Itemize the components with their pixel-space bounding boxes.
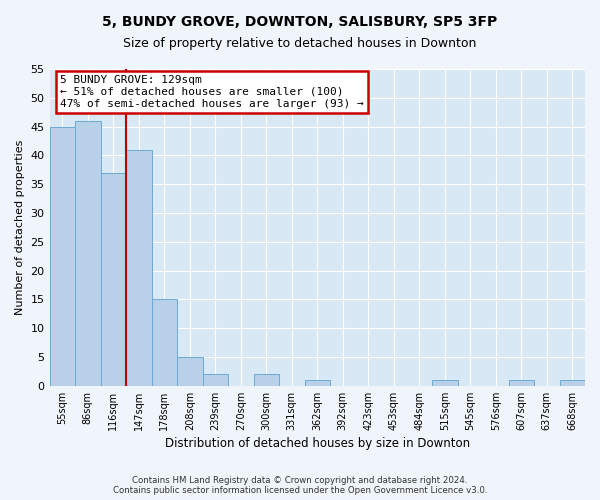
Bar bbox=[101, 172, 126, 386]
Y-axis label: Number of detached properties: Number of detached properties bbox=[15, 140, 25, 315]
Text: Contains HM Land Registry data © Crown copyright and database right 2024.
Contai: Contains HM Land Registry data © Crown c… bbox=[113, 476, 487, 495]
Bar bbox=[432, 380, 458, 386]
Text: 5, BUNDY GROVE, DOWNTON, SALISBURY, SP5 3FP: 5, BUNDY GROVE, DOWNTON, SALISBURY, SP5 … bbox=[103, 15, 497, 29]
Bar bbox=[75, 121, 101, 386]
Bar bbox=[126, 150, 152, 386]
X-axis label: Distribution of detached houses by size in Downton: Distribution of detached houses by size … bbox=[165, 437, 470, 450]
Bar bbox=[177, 357, 203, 386]
Bar bbox=[254, 374, 279, 386]
Bar bbox=[509, 380, 534, 386]
Bar bbox=[560, 380, 585, 386]
Bar bbox=[152, 300, 177, 386]
Text: Size of property relative to detached houses in Downton: Size of property relative to detached ho… bbox=[124, 38, 476, 51]
Bar bbox=[50, 126, 75, 386]
Bar bbox=[305, 380, 330, 386]
Text: 5 BUNDY GROVE: 129sqm
← 51% of detached houses are smaller (100)
47% of semi-det: 5 BUNDY GROVE: 129sqm ← 51% of detached … bbox=[60, 76, 364, 108]
Bar bbox=[203, 374, 228, 386]
